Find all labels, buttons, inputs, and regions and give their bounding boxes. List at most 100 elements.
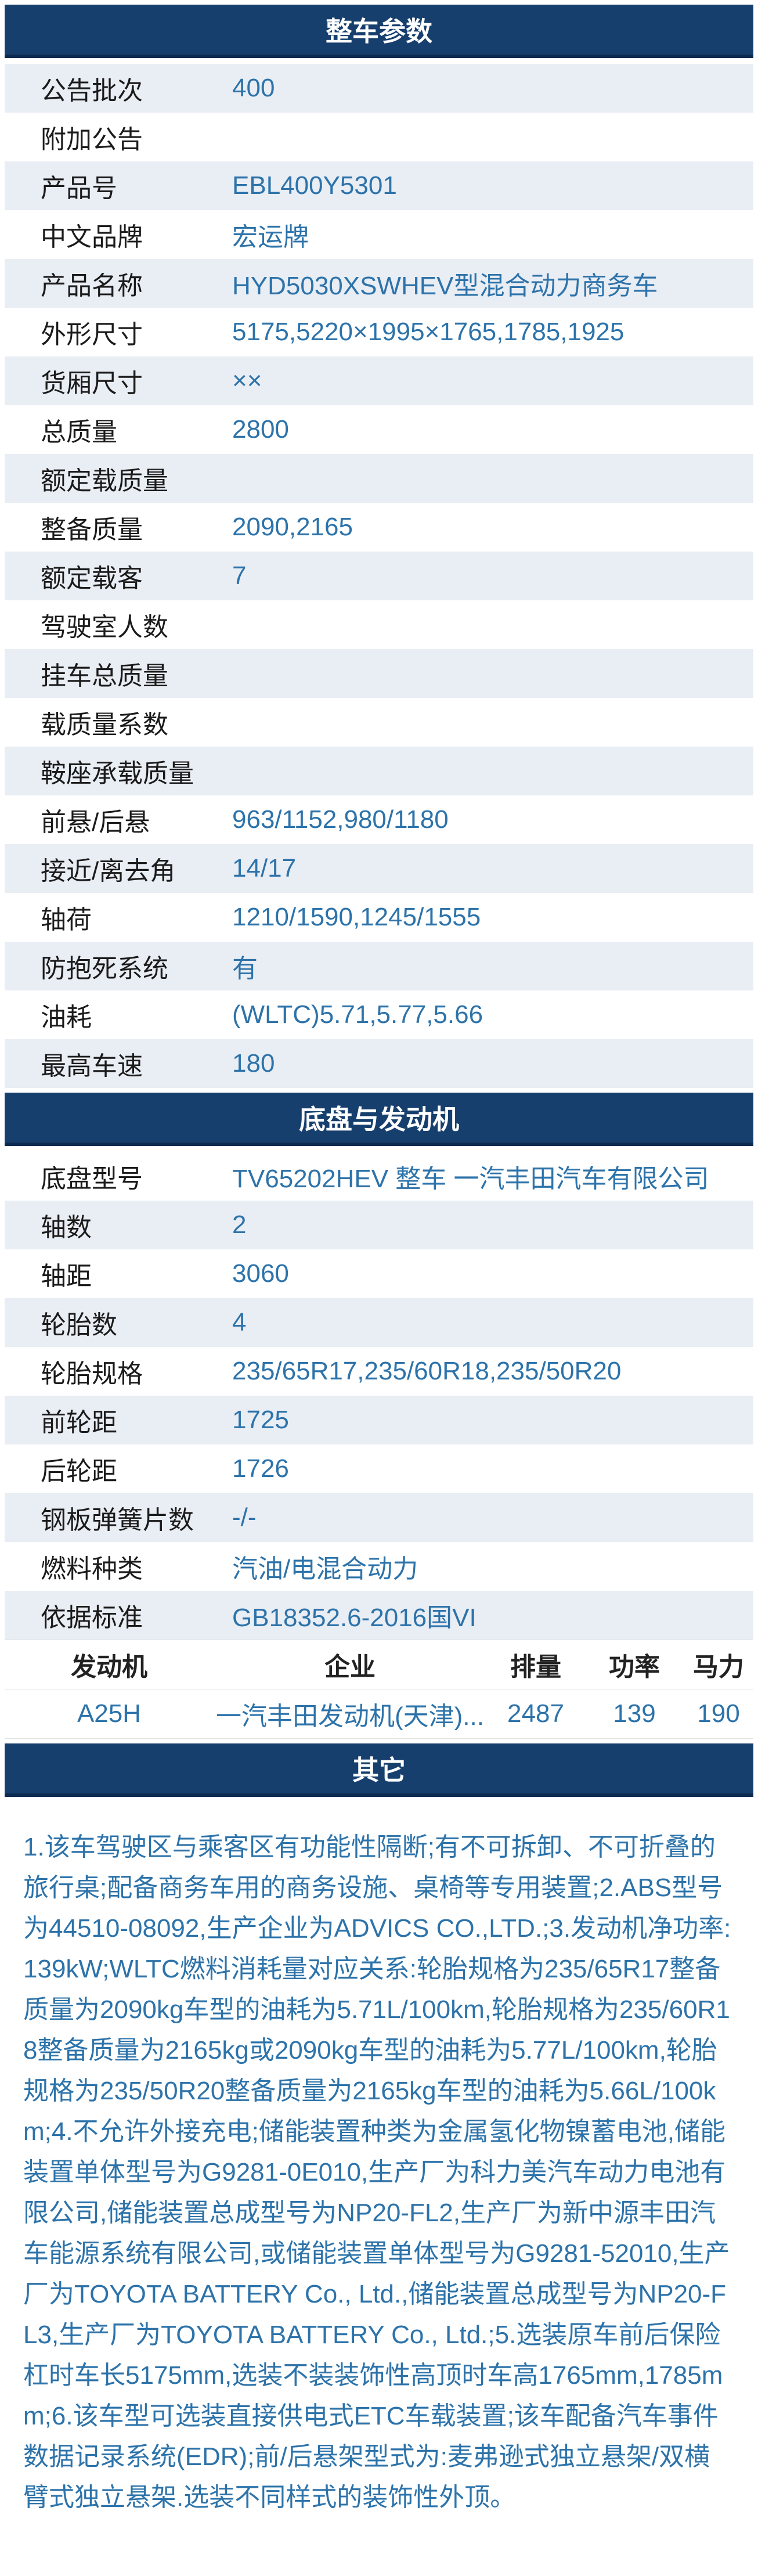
engine-col-header-displacement: 排量 <box>510 1653 561 1681</box>
section-title-other: 其它 <box>352 1755 406 1785</box>
spec-row: 驾驶室人数 <box>5 600 753 649</box>
spec-label: 依据标准 <box>41 1604 143 1632</box>
section-title-chassis: 底盘与发动机 <box>299 1104 459 1134</box>
spec-value: (WLTC)5.71,5.77,5.66 <box>232 1000 483 1029</box>
spec-label: 附加公告 <box>41 125 143 154</box>
spec-value: 180 <box>232 1049 275 1078</box>
spec-row: 轴荷 1210/1590,1245/1555 <box>5 893 753 942</box>
spec-value: 5175,5220×1995×1765,1785,1925 <box>232 318 625 346</box>
spec-row: 轴数 2 <box>5 1201 753 1249</box>
spec-row: 轮胎规格 235/65R17,235/60R18,235/50R20 <box>5 1347 753 1396</box>
spec-row: 公告批次 400 <box>5 64 753 113</box>
spec-label: 总质量 <box>41 418 117 446</box>
spec-label: 公告批次 <box>41 77 143 105</box>
spec-label: 底盘型号 <box>41 1165 143 1193</box>
spec-label: 轴数 <box>41 1213 92 1242</box>
spec-label: 额定载质量 <box>41 467 168 495</box>
spec-row: 油耗 (WLTC)5.71,5.77,5.66 <box>5 990 753 1039</box>
spec-label: 货厢尺寸 <box>41 369 143 398</box>
spec-value: 963/1152,980/1180 <box>232 805 449 834</box>
spec-row: 依据标准 GB18352.6-2016国VI <box>5 1591 753 1640</box>
spec-row: 钢板弹簧片数 -/- <box>5 1493 753 1542</box>
spec-label: 最高车速 <box>41 1052 143 1080</box>
spec-row: 外形尺寸 5175,5220×1995×1765,1785,1925 <box>5 308 753 356</box>
engine-cell-horsepower: 190 <box>697 1699 740 1728</box>
spec-value: 235/65R17,235/60R18,235/50R20 <box>232 1357 622 1385</box>
spec-label: 整备质量 <box>41 516 143 544</box>
spec-row: 中文品牌 宏运牌 <box>5 210 753 259</box>
spec-value: 2 <box>232 1210 247 1239</box>
spec-row: 载质量系数 <box>5 698 753 747</box>
engine-table-body: A25H 一汽丰田发动机(天津)... 2487 139 190 <box>5 1689 753 1739</box>
spec-row: 总质量 2800 <box>5 405 753 454</box>
spec-row: 前轮距 1725 <box>5 1396 753 1444</box>
spec-row: 燃料种类 汽油/电混合动力 <box>5 1542 753 1591</box>
spec-value: HYD5030XSWHEV型混合动力商务车 <box>232 272 658 300</box>
spec-value: 400 <box>232 74 275 102</box>
spec-row: 接近/离去角 14/17 <box>5 844 753 893</box>
spec-row: 附加公告 <box>5 113 753 161</box>
engine-cell-model: A25H <box>77 1699 142 1728</box>
engine-col-header-power: 功率 <box>609 1653 660 1681</box>
spec-value: 汽油/电混合动力 <box>232 1555 418 1583</box>
spec-label: 轴荷 <box>41 906 92 934</box>
spec-label: 产品号 <box>41 174 117 203</box>
spec-row: 额定载质量 <box>5 454 753 503</box>
spec-row: 轮胎数 4 <box>5 1298 753 1347</box>
spec-row: 前悬/后悬 963/1152,980/1180 <box>5 795 753 844</box>
engine-col-header-horsepower: 马力 <box>693 1653 744 1681</box>
spec-value: TV65202HEV 整车 一汽丰田汽车有限公司 <box>232 1165 709 1193</box>
spec-row: 最高车速 180 <box>5 1039 753 1088</box>
spec-value: 2800 <box>232 415 289 444</box>
spec-label: 轴距 <box>41 1262 92 1291</box>
spec-value: ×× <box>232 366 262 395</box>
spec-value: 4 <box>232 1308 247 1336</box>
spec-row: 底盘型号 TV65202HEV 整车 一汽丰田汽车有限公司 <box>5 1152 753 1201</box>
spec-value: 14/17 <box>232 854 297 882</box>
spec-row: 挂车总质量 <box>5 649 753 698</box>
engine-col-header-engine: 发动机 <box>71 1653 147 1681</box>
spec-value: 1726 <box>232 1454 289 1483</box>
spec-row: 货厢尺寸 ×× <box>5 356 753 405</box>
spec-label: 额定载客 <box>41 564 143 593</box>
spec-label: 外形尺寸 <box>41 320 143 349</box>
spec-row: 防抱死系统 有 <box>5 942 753 990</box>
section-title-vehicle: 整车参数 <box>326 16 432 46</box>
spec-label: 前轮距 <box>41 1408 117 1437</box>
spec-label: 接近/离去角 <box>41 857 176 885</box>
spec-row: 鞍座承载质量 <box>5 747 753 795</box>
chassis-params-table: 底盘型号 TV65202HEV 整车 一汽丰田汽车有限公司 轴数 2 轴距 30… <box>5 1152 753 1640</box>
engine-data-row: A25H 一汽丰田发动机(天津)... 2487 139 190 <box>5 1689 753 1739</box>
vehicle-params-table: 公告批次 400 附加公告 产品号 EBL400Y5301 中文品牌 宏运牌 产… <box>5 64 753 1088</box>
engine-header-row: 发动机 企业 排量 功率 马力 <box>5 1640 753 1689</box>
section-header-other: 其它 <box>5 1743 753 1797</box>
section-header-chassis: 底盘与发动机 <box>5 1093 753 1146</box>
spec-row: 产品号 EBL400Y5301 <box>5 161 753 210</box>
spec-label: 中文品牌 <box>41 223 143 251</box>
spec-row: 轴距 3060 <box>5 1249 753 1298</box>
engine-cell-company: 一汽丰田发动机(天津)... <box>216 1702 484 1731</box>
spec-label: 油耗 <box>41 1003 92 1032</box>
spec-label: 防抱死系统 <box>41 954 168 983</box>
spec-value: -/- <box>232 1503 257 1532</box>
spec-value: EBL400Y5301 <box>232 171 397 200</box>
spec-label: 轮胎数 <box>41 1311 117 1339</box>
spec-row: 整备质量 2090,2165 <box>5 503 753 552</box>
engine-cell-power: 139 <box>613 1699 656 1728</box>
engine-col-header-company: 企业 <box>324 1653 376 1681</box>
spec-row: 后轮距 1726 <box>5 1444 753 1493</box>
spec-value: 1210/1590,1245/1555 <box>232 903 481 931</box>
spec-label: 鞍座承载质量 <box>41 759 194 788</box>
spec-value: GB18352.6-2016国VI <box>232 1604 477 1632</box>
spec-value: 有 <box>232 954 258 983</box>
spec-value: 7 <box>232 561 247 590</box>
spec-row: 额定载客 7 <box>5 552 753 600</box>
spec-label: 燃料种类 <box>41 1555 143 1583</box>
spec-label: 后轮距 <box>41 1457 117 1486</box>
spec-label: 驾驶室人数 <box>41 613 168 642</box>
spec-value: 2090,2165 <box>232 513 353 541</box>
engine-table: 发动机 企业 排量 功率 马力 A25H 一汽丰田发动机(天津)... 2487… <box>5 1640 753 1739</box>
spec-label: 挂车总质量 <box>41 662 168 690</box>
section-header-vehicle: 整车参数 <box>5 5 753 58</box>
